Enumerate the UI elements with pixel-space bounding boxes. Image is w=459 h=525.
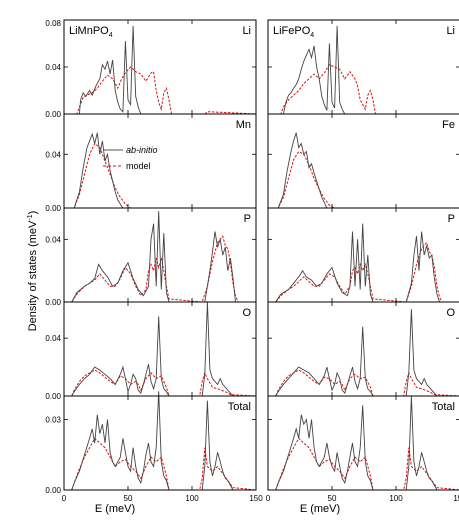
element-label: Total <box>432 401 455 413</box>
series-model-line <box>64 66 257 115</box>
x-tick-label: 150 <box>453 494 459 503</box>
element-label: Li <box>446 25 455 37</box>
x-tick-label: 50 <box>124 494 133 503</box>
series-model-line <box>268 64 459 115</box>
panel-lifepo4-fe: Fe <box>267 113 459 209</box>
x-tick-label: 150 <box>249 494 263 503</box>
x-tick-label: 100 <box>185 494 199 503</box>
series-ab-initio-line <box>64 132 256 209</box>
legend: ab-initio model <box>103 145 158 171</box>
series-model-line <box>268 150 459 209</box>
y-tick-label: 0.04 <box>45 63 61 72</box>
series-model-line <box>64 142 256 209</box>
panel-frame <box>267 113 459 209</box>
panel-grid: 0.00 0.04 0.08 Li LiMnPO4 0.00 0.04 Mn 0.00 0.04 P… <box>45 19 459 503</box>
panel-lifepo4-p: P <box>267 207 459 303</box>
panel-limnpo4-li: 0.00 0.04 0.08 Li LiMnPO4 <box>45 19 257 119</box>
panel-lifepo4-total: Total 0 50 100 150 <box>266 395 459 503</box>
panel-frame <box>267 395 459 491</box>
x-tick-label: 0 <box>266 494 271 503</box>
x-tick-label: 50 <box>328 494 337 503</box>
series-model-line <box>268 437 459 491</box>
panel-limnpo4-o: 0.00 0.04 O <box>45 301 257 401</box>
panel-limnpo4-mn: 0.00 0.04 Mn <box>45 113 257 213</box>
element-label: P <box>244 213 251 225</box>
element-label: Total <box>228 401 251 413</box>
series-ab-initio-line <box>268 223 459 303</box>
series-ab-initio-line <box>64 391 256 491</box>
panel-frame <box>267 207 459 303</box>
series-ab-initio-line <box>64 211 256 303</box>
x-tick-label: 100 <box>389 494 403 503</box>
axis-titles: Density of states (meV-1) E (meV) E (meV… <box>27 211 340 515</box>
panel-frame <box>63 113 257 209</box>
x-axis-title-right: E (meV) <box>300 503 340 515</box>
panel-limnpo4-total: 0.00 0.03 Total 0 50 100 150 <box>45 391 263 503</box>
panel-lifepo4-li: Li LiFePO4 <box>267 19 459 115</box>
series-ab-initio-line <box>64 25 256 115</box>
compound-label: LiFePO4 <box>273 25 314 39</box>
element-label: P <box>448 213 455 225</box>
panel-limnpo4-p: 0.00 0.04 P <box>45 207 257 307</box>
series-model-line <box>64 369 257 397</box>
series-ab-initio-line <box>64 301 256 397</box>
element-label: Fe <box>442 119 455 131</box>
series-ab-initio-line <box>268 309 459 397</box>
series-ab-initio-line <box>268 395 459 491</box>
y-tick-label: 0.00 <box>45 204 61 213</box>
legend-label-ab-initio: ab-initio <box>126 145 158 155</box>
element-label: Li <box>242 25 251 37</box>
series-ab-initio-line <box>268 25 459 115</box>
y-tick-label: 0.00 <box>45 298 61 307</box>
legend-label-model: model <box>126 161 151 171</box>
y-tick-label: 0.04 <box>45 334 61 343</box>
series-model-line <box>64 235 256 303</box>
y-tick-label: 0.04 <box>45 150 61 159</box>
y-tick-label: 0.00 <box>45 110 61 119</box>
y-tick-label: 0.04 <box>45 235 61 244</box>
panel-frame <box>63 395 257 491</box>
series-ab-initio-line <box>268 132 459 209</box>
y-tick-label: 0.00 <box>45 486 61 495</box>
element-label: O <box>446 307 455 319</box>
x-axis-title-left: E (meV) <box>95 503 135 515</box>
element-label: O <box>242 307 251 319</box>
element-label: Mn <box>236 119 251 131</box>
x-tick-label: 0 <box>62 494 67 503</box>
y-tick-label: 0.03 <box>45 416 61 425</box>
y-axis-title: Density of states (meV-1) <box>27 211 39 332</box>
panel-lifepo4-o: O <box>267 301 459 397</box>
compound-label: LiMnPO4 <box>69 25 113 39</box>
y-tick-label: 0.08 <box>45 19 61 28</box>
series-model-line <box>268 241 459 303</box>
series-model-line <box>64 437 257 491</box>
series-model-line <box>268 369 459 397</box>
y-tick-label: 0.00 <box>45 392 61 401</box>
